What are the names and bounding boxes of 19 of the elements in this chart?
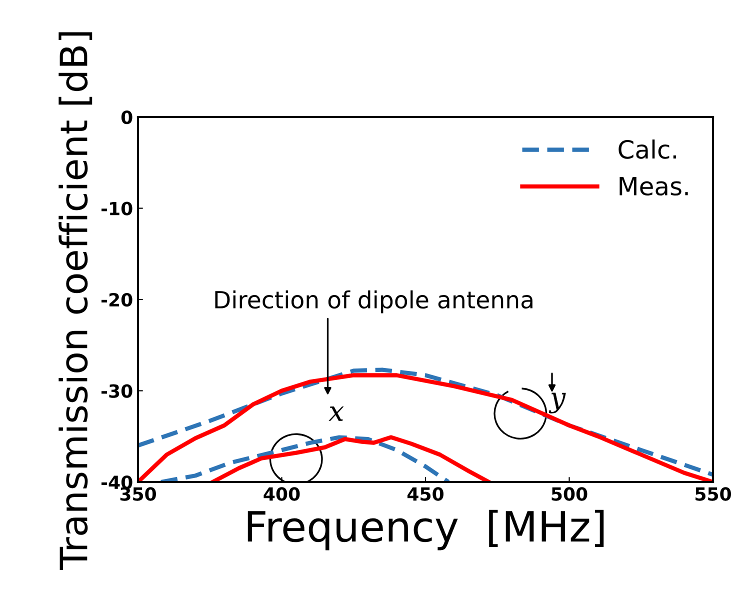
y-axis-title: Transmission coefficient [dB] [58,32,92,570]
annotation: Direction of dipole antenna [215,290,532,314]
y-tick-label: -10 [102,202,132,216]
annotation: x [328,406,344,421]
x-tick-label: 500 [552,487,588,501]
legend-label: Meas. [620,176,688,196]
legend-label: Calc. [618,140,676,159]
y-tick-label: -30 [102,384,132,398]
y-tick-label: -40 [102,475,132,490]
line-series [158,435,451,482]
annotation: y [548,392,566,414]
x-tick-label: 400 [264,487,300,501]
y-tick-label: 0 [121,110,132,124]
x-tick-label: 450 [407,487,444,501]
x-axis-title: Frequency [MHz] [248,510,604,550]
y-tick-label: -20 [102,292,132,307]
x-tick-label: 550 [696,487,731,501]
x-tick-label: 350 [120,487,156,501]
line-series [210,435,491,482]
